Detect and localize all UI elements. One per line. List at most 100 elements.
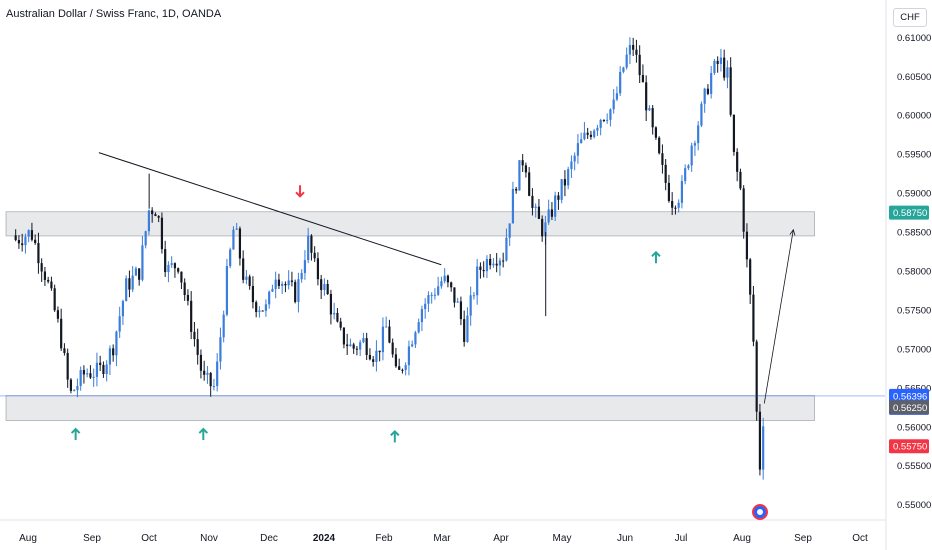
candle-body [518, 160, 521, 191]
candle-body [716, 60, 719, 64]
candle-body [89, 373, 92, 378]
candle-body [609, 109, 612, 120]
price-tag-label: 0.56250 [893, 403, 927, 414]
buy-signal-arrow-icon [198, 427, 209, 441]
candle-body [115, 331, 118, 356]
candle-body [128, 278, 131, 290]
candle-body [290, 280, 294, 282]
candle-body [79, 370, 82, 386]
candle-body [755, 341, 758, 412]
candle-body [713, 60, 716, 74]
candle-body [144, 231, 147, 246]
candle-body [404, 365, 407, 370]
candle-body [30, 230, 34, 240]
candle-body [745, 231, 749, 260]
currency-selector[interactable]: CHF [893, 8, 927, 27]
candle-body [24, 236, 27, 246]
price-tag [889, 439, 929, 454]
candle-body [719, 57, 723, 64]
price-tag [889, 400, 929, 415]
candle-body [697, 125, 700, 144]
candle-body [736, 151, 739, 172]
candle-body [391, 342, 394, 355]
candle-body [346, 344, 349, 347]
candle-body [271, 289, 274, 292]
candle-body [703, 88, 706, 104]
candle-body [69, 379, 73, 391]
candle-body [154, 214, 157, 217]
candle-body [700, 103, 703, 126]
candle-body [177, 268, 180, 272]
candle-body [375, 350, 378, 362]
candle-body [570, 161, 573, 170]
candle-body [225, 266, 229, 315]
event-marker-icon [752, 504, 768, 520]
candle-body [398, 366, 401, 370]
candle-body [385, 326, 388, 328]
candle-body [563, 179, 567, 186]
candle-body [47, 279, 50, 282]
candle-body [508, 223, 511, 238]
candle-body [560, 179, 563, 200]
x-tick-label: Mar [433, 533, 451, 544]
y-tick-label: 0.58000 [897, 267, 931, 278]
candle-body [472, 295, 476, 297]
candle-body [183, 282, 186, 296]
candle-body [131, 275, 134, 290]
y-tick-label: 0.60000 [897, 111, 931, 122]
candle-body [521, 160, 524, 166]
candle-body [443, 275, 446, 282]
candle-body [206, 372, 209, 375]
candle-body [446, 275, 450, 283]
candle-body [268, 291, 271, 305]
candle-body [21, 243, 24, 246]
candle-body [251, 285, 255, 303]
support-resistance-zone [5, 211, 815, 237]
candle-body [580, 139, 583, 144]
candle-body [66, 352, 69, 380]
x-tick-label: Feb [375, 533, 393, 544]
candle-body [739, 171, 742, 189]
candle-body [498, 260, 502, 266]
candle-body [658, 137, 661, 154]
x-tick-label: Nov [200, 533, 218, 544]
candle-body [138, 268, 141, 280]
candle-body [141, 245, 144, 280]
candle-body [544, 222, 547, 237]
candle-body [576, 143, 580, 156]
candle-body [690, 145, 693, 166]
y-tick-label: 0.56000 [897, 422, 931, 433]
candle-body [651, 108, 654, 128]
candle-body [245, 276, 248, 280]
x-tick-label: Oct [852, 533, 868, 544]
price-tag-label: 0.56396 [893, 391, 927, 402]
candle-body [671, 200, 674, 208]
candle-body [463, 319, 466, 342]
candle-body [602, 119, 606, 121]
candle-body [433, 294, 437, 296]
candle-body [157, 216, 160, 218]
candle-body [667, 182, 671, 201]
candle-body [505, 237, 508, 261]
candle-body [258, 310, 261, 313]
candle-body [180, 271, 183, 283]
x-tick-label: Aug [733, 533, 751, 544]
y-tick-label: 0.58500 [897, 228, 931, 239]
candle-body [664, 164, 667, 183]
price-tag [889, 205, 929, 220]
candle-body [316, 258, 320, 280]
candle-body [196, 339, 199, 355]
candle-body [17, 240, 21, 244]
candle-body [420, 309, 424, 323]
price-tag-label: 0.55750 [893, 442, 927, 453]
y-tick-label: 0.55000 [897, 500, 931, 511]
candle-body [482, 269, 485, 272]
candle-body [320, 279, 323, 291]
candle-body [550, 209, 554, 217]
candle-body [583, 132, 586, 140]
candle-body [232, 229, 235, 250]
candle-body [134, 268, 138, 276]
candle-body [638, 54, 641, 76]
candle-body [63, 348, 66, 353]
